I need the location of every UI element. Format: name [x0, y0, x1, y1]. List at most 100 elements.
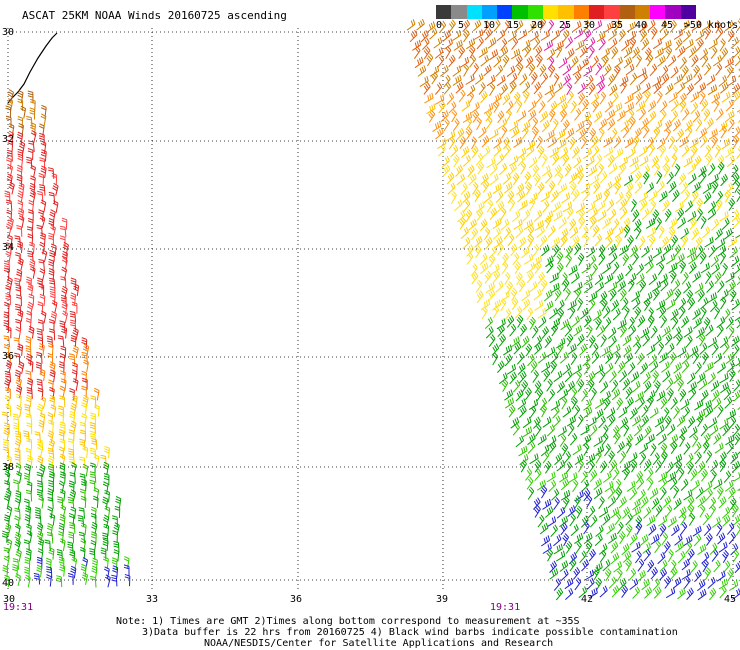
wind-barb [724, 19, 734, 32]
wind-barb [660, 396, 668, 410]
wind-barb [59, 564, 66, 577]
wind-barb [634, 341, 642, 355]
wind-barb [614, 147, 624, 159]
wind-barb [79, 438, 86, 451]
wind-barb [710, 459, 719, 472]
wind-barb [628, 325, 637, 338]
wind-barb [726, 409, 737, 421]
wind-barb [513, 136, 523, 148]
wind-barb [628, 278, 635, 292]
wind-barb [614, 512, 622, 526]
wind-barb [37, 548, 44, 561]
wind-barb [575, 202, 585, 214]
wind-barb [641, 578, 650, 591]
wind-barb [37, 538, 44, 551]
wind-barb [60, 345, 67, 358]
wind-barb [581, 388, 588, 402]
wind-barb [28, 209, 34, 222]
wind-barb [480, 299, 491, 310]
wind-barb [688, 46, 698, 58]
wind-barb [49, 286, 56, 299]
wind-barb [416, 18, 425, 31]
wind-barb [684, 38, 694, 50]
wind-barb [426, 21, 436, 33]
wind-barb [544, 460, 552, 474]
wind-barb [643, 459, 652, 472]
wind-barb [568, 552, 578, 565]
wind-barb [722, 514, 731, 527]
wind-barb [482, 180, 490, 193]
wind-barb [672, 189, 680, 202]
wind-barb [553, 370, 563, 383]
wind-barb [33, 572, 41, 585]
wind-barb [549, 441, 557, 454]
wind-barb [81, 572, 89, 585]
wind-barb [503, 226, 511, 240]
wind-barb [602, 471, 612, 483]
wind-barb [626, 480, 636, 492]
wind-barb [14, 277, 21, 290]
wind-barb [510, 243, 518, 257]
wind-barb [48, 258, 55, 272]
color-scale-swatch [512, 5, 528, 19]
wind-barb [686, 372, 696, 385]
wind-barb [4, 422, 10, 435]
wind-barb [569, 306, 576, 320]
wind-barb [725, 434, 735, 446]
wind-barb [496, 29, 506, 42]
color-scale-swatch [650, 5, 666, 19]
wind-barb [484, 28, 493, 41]
wind-barb [631, 84, 641, 96]
wind-barb [625, 440, 632, 454]
wind-barb [625, 558, 632, 572]
wind-barb [580, 307, 589, 320]
wind-barb [533, 497, 541, 510]
wind-barb [90, 539, 97, 553]
wind-barb [691, 54, 699, 68]
wind-barb [583, 233, 590, 247]
wind-barb [584, 569, 595, 581]
wind-barb [667, 516, 677, 528]
wind-barb [598, 370, 606, 383]
wind-barb [723, 308, 731, 322]
wind-barb [659, 19, 668, 33]
wind-barb [550, 282, 560, 294]
wind-barb [68, 480, 75, 493]
wind-barb [599, 170, 608, 184]
wind-barb [509, 81, 517, 94]
wind-barb [622, 334, 632, 347]
wind-barb [112, 515, 118, 528]
wind-barb [633, 127, 642, 140]
wind-barb [6, 149, 13, 162]
wind-barb [512, 172, 520, 186]
wind-barb [549, 568, 559, 580]
wind-barb [509, 323, 517, 337]
wind-barb [734, 309, 740, 322]
wind-barb [665, 253, 676, 265]
wind-barb [592, 192, 603, 204]
wind-barb [540, 485, 548, 499]
wind-barb [621, 39, 630, 52]
wind-barb [668, 227, 676, 241]
wind-barb [412, 39, 422, 51]
wind-barb [49, 328, 56, 341]
wind-barb [528, 399, 539, 411]
wind-barb [640, 29, 648, 43]
wind-barb [641, 404, 649, 418]
wind-barb [599, 290, 608, 304]
wind-barb [599, 381, 609, 394]
wind-barb [422, 37, 430, 51]
wind-barb [630, 198, 637, 212]
wind-barb [692, 351, 700, 365]
wind-barb [719, 81, 729, 94]
wind-barb [500, 83, 508, 96]
wind-barb [676, 253, 685, 265]
wind-barb [478, 82, 486, 95]
wind-barb [90, 575, 97, 588]
wind-barb [509, 198, 516, 212]
lon-label: 30 [3, 594, 16, 605]
wind-barb [627, 362, 636, 375]
wind-barb [673, 497, 682, 510]
wind-barb [588, 165, 598, 177]
wind-barb [61, 301, 68, 315]
